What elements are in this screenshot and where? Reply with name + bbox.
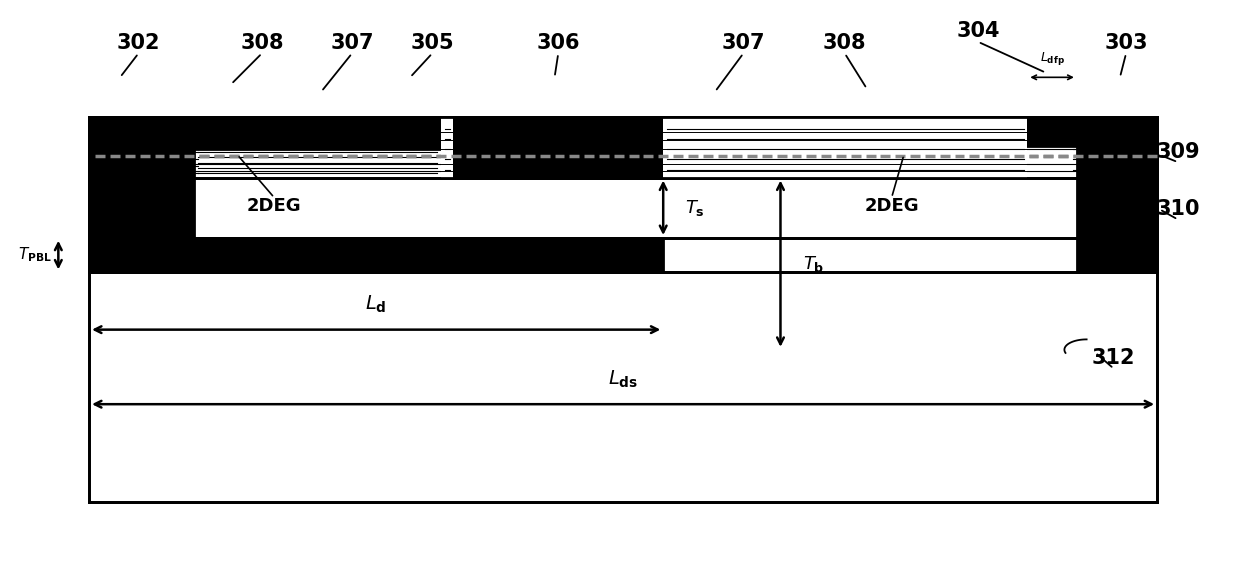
Bar xyxy=(1076,118,1157,178)
Bar xyxy=(441,118,454,178)
Bar xyxy=(1076,178,1157,272)
Text: 309: 309 xyxy=(1156,142,1200,162)
Text: 308: 308 xyxy=(241,33,284,53)
Bar xyxy=(89,238,663,272)
Text: $\mathit{L}_\mathregular{ds}$: $\mathit{L}_\mathregular{ds}$ xyxy=(608,369,639,390)
Text: $\mathit{L}_\mathregular{d}$: $\mathit{L}_\mathregular{d}$ xyxy=(366,294,387,316)
Text: $\mathit{L}_\mathregular{dfp}$: $\mathit{L}_\mathregular{dfp}$ xyxy=(1039,50,1064,67)
Text: 2DEG: 2DEG xyxy=(247,197,301,215)
Text: 302: 302 xyxy=(117,33,160,53)
Bar xyxy=(89,118,195,178)
Text: 2DEG: 2DEG xyxy=(864,197,919,215)
Bar xyxy=(454,118,663,178)
Text: 304: 304 xyxy=(956,21,999,42)
Text: 312: 312 xyxy=(1092,349,1136,368)
Text: $\mathit{T}_\mathregular{PBL}$: $\mathit{T}_\mathregular{PBL}$ xyxy=(19,245,52,265)
Bar xyxy=(195,118,441,149)
Text: 305: 305 xyxy=(410,33,454,53)
Text: 310: 310 xyxy=(1156,199,1200,219)
Text: $\mathit{T}_\mathregular{b}$: $\mathit{T}_\mathregular{b}$ xyxy=(802,254,825,274)
Text: 303: 303 xyxy=(1105,33,1148,53)
Text: 306: 306 xyxy=(537,33,580,53)
Bar xyxy=(1028,118,1076,146)
Bar xyxy=(663,118,1028,178)
Text: 307: 307 xyxy=(330,33,374,53)
Text: 307: 307 xyxy=(722,33,765,53)
Text: $\mathit{T}_\mathregular{s}$: $\mathit{T}_\mathregular{s}$ xyxy=(686,198,706,218)
Bar xyxy=(89,118,1157,501)
Text: 308: 308 xyxy=(823,33,867,53)
Bar xyxy=(89,178,195,272)
